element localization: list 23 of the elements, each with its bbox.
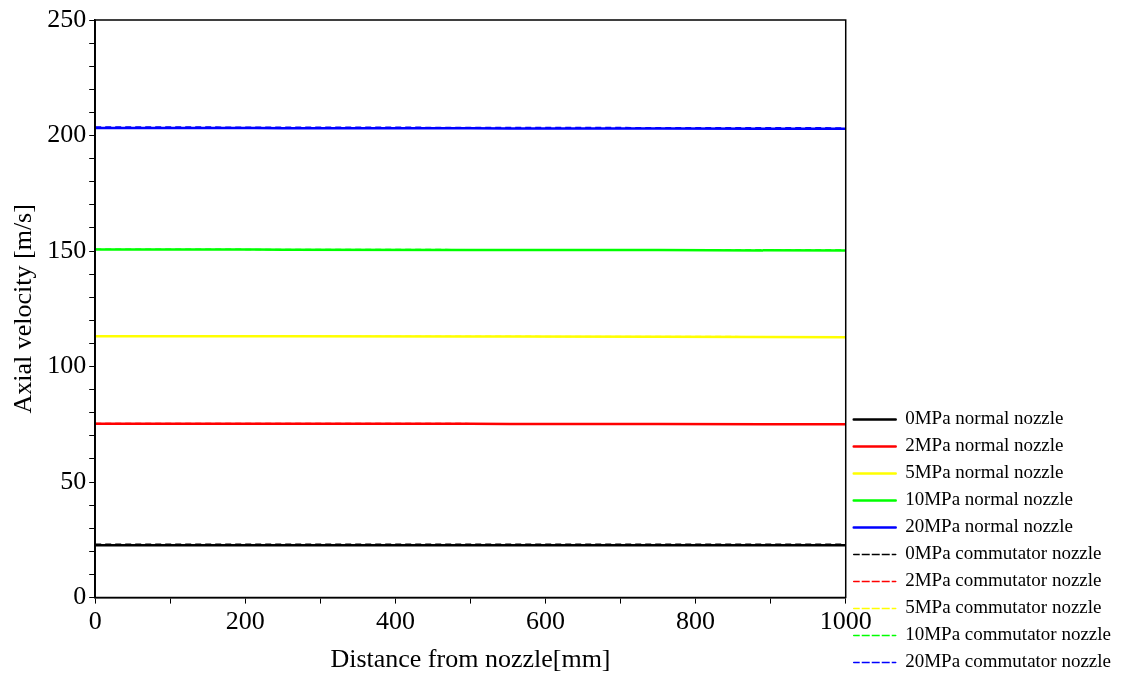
legend-label: 20MPa normal nozzle [905, 515, 1074, 537]
legend-label: 10MPa normal nozzle [905, 488, 1074, 510]
x-tick-label: 1000 [819, 606, 872, 636]
x-tick-label: 600 [526, 606, 566, 636]
y-tick-label: 200 [47, 119, 87, 149]
y-tick-label: 150 [47, 234, 87, 264]
y-tick-label: 100 [47, 350, 87, 380]
y-axis-title: Axial velocity [m/s] [8, 204, 38, 414]
legend-label: 5MPa normal nozzle [905, 461, 1064, 483]
x-tick-label: 400 [375, 606, 415, 636]
x-axis-title: Distance from nozzle[mm] [330, 644, 611, 674]
legend-label: 5MPa commutator nozzle [905, 596, 1102, 618]
legend-label: 2MPa commutator nozzle [905, 569, 1102, 591]
legend-label: 0MPa normal nozzle [905, 407, 1064, 429]
x-tick-label: 200 [225, 606, 265, 636]
x-tick-label: 800 [676, 606, 716, 636]
y-tick-label: 250 [47, 3, 87, 33]
legend-label: 10MPa commutator nozzle [905, 623, 1111, 645]
y-tick-label: 0 [73, 581, 87, 611]
legend-label: 0MPa commutator nozzle [905, 542, 1102, 564]
legend-label: 20MPa commutator nozzle [905, 650, 1111, 672]
legend-label: 2MPa normal nozzle [905, 434, 1064, 456]
y-tick-label: 50 [60, 465, 87, 495]
